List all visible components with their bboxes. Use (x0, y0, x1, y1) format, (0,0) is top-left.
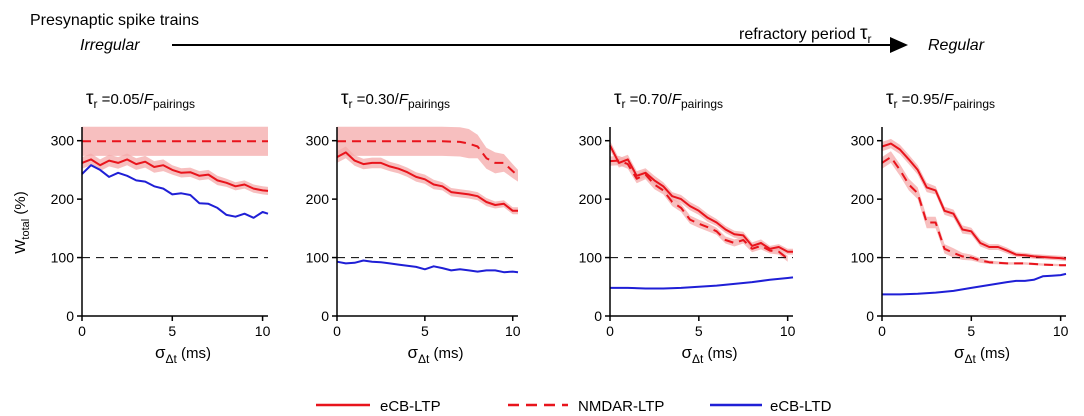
legend-label-ecb-ltp: eCB-LTP (380, 398, 441, 415)
error-band-ecb-ltp (882, 138, 1066, 262)
panel-title: τr =0.70/Fpairings (614, 88, 723, 111)
arrow-head-icon (890, 37, 908, 53)
series-line-ecb-ltp (336, 151, 518, 212)
series-line-ecb-ltd (882, 272, 1067, 296)
y-tick-label: 200 (579, 191, 603, 207)
series-line-nmdar-ltp (881, 156, 1066, 267)
series-line-ecb-ltd (81, 164, 269, 219)
irregular-label: Irregular (80, 37, 140, 54)
series-line-ecb-ltp (881, 142, 1067, 260)
y-tick-label: 300 (851, 133, 875, 149)
x-tick-label: 5 (695, 323, 703, 339)
x-tick-label: 0 (333, 323, 341, 339)
x-axis-label: σΔt (ms) (155, 343, 211, 366)
y-tick-label: 300 (579, 133, 603, 149)
y-tick-label: 100 (306, 250, 330, 266)
panel-title: τr =0.30/Fpairings (341, 88, 450, 111)
series-line-ecb-ltd (336, 259, 519, 274)
error-band-nmdar-ltp (882, 151, 1066, 267)
y-tick-label: 100 (51, 250, 75, 266)
x-tick-label: 5 (967, 323, 975, 339)
y-tick-label: 100 (579, 250, 603, 266)
error-band-ecb-ltp (82, 153, 268, 195)
legend: eCB-LTP NMDAR-LTP eCB-LTD (316, 398, 832, 415)
x-tick-label: 0 (606, 323, 614, 339)
x-tick-label: 0 (78, 323, 86, 339)
legend-label-ecb-ltd: eCB-LTD (770, 398, 832, 415)
series-line-nmdar-ltp (609, 159, 789, 260)
y-tick-label: 0 (321, 308, 329, 324)
x-tick-label: 10 (505, 323, 521, 339)
panel-1: 0 100 200 300 0 5 10 τr =0.05/Fpairings σΔt (ms)… (12, 88, 271, 366)
x-axis-label: σΔt (ms) (954, 343, 1010, 366)
panel-4: 0 100 200 300 0 5 10 τr =0.95/Fpairings σΔt (ms) (851, 88, 1069, 366)
x-axis-label: σΔt (ms) (407, 343, 463, 366)
series-line-ecb-ltp (81, 158, 269, 192)
y-tick-label: 300 (51, 133, 75, 149)
y-axis-label: Wtotal (%) (12, 191, 32, 253)
y-tick-label: 200 (306, 191, 330, 207)
header-title: Presynaptic spike trains (30, 12, 199, 29)
series-line-nmdar-ltp (337, 140, 519, 177)
y-tick-label: 0 (866, 308, 874, 324)
x-tick-label: 10 (780, 323, 796, 339)
panel-2: 0 100 200 300 0 5 10 τr =0.30/Fpairings σΔt (ms) (306, 88, 521, 366)
x-tick-label: 10 (255, 323, 271, 339)
error-band-nmdar-ltp (610, 155, 788, 262)
regular-label: Regular (928, 37, 985, 54)
x-axis-label: σΔt (ms) (681, 343, 737, 366)
x-tick-label: 10 (1053, 323, 1069, 339)
panel-3: 0 100 200 300 0 5 10 τr =0.70/Fpairings σΔt (ms) (579, 88, 796, 366)
panel-title: τr =0.05/Fpairings (86, 88, 195, 111)
y-tick-label: 200 (851, 191, 875, 207)
y-tick-label: 300 (306, 133, 330, 149)
y-tick-label: 200 (51, 191, 75, 207)
x-tick-label: 5 (421, 323, 429, 339)
y-tick-label: 0 (594, 308, 602, 324)
arrow-label: refractory period τr (739, 23, 871, 46)
series-line-ecb-ltd (610, 276, 794, 290)
x-tick-label: 0 (878, 323, 886, 339)
panel-title: τr =0.95/Fpairings (886, 88, 995, 111)
error-band-ecb-ltp (610, 140, 793, 255)
x-tick-label: 5 (168, 323, 176, 339)
y-tick-label: 0 (66, 308, 74, 324)
legend-label-nmdar-ltp: NMDAR-LTP (578, 398, 664, 415)
series-line-ecb-ltp (609, 144, 793, 253)
error-band-nmdar-ltp (337, 126, 518, 182)
y-tick-label: 100 (851, 250, 875, 266)
